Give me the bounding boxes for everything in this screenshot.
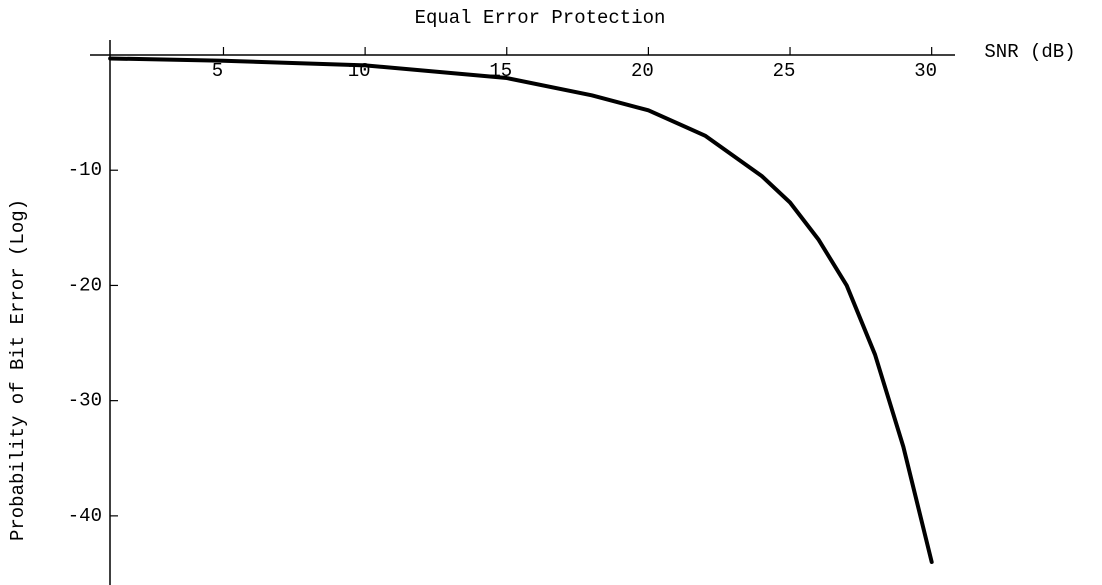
y-axis-label: Probability of Bit Error (Log) [7,199,29,541]
y-tick-label: -10 [68,159,102,181]
x-tick-label: 25 [773,60,796,82]
chart-title: Equal Error Protection [415,7,666,29]
y-tick-label: -30 [68,390,102,412]
x-tick-label: 20 [631,60,654,82]
x-axis-label: SNR (dB) [984,41,1075,63]
y-tick-label: -40 [68,505,102,527]
x-tick-label: 5 [212,60,223,82]
y-tick-label: -20 [68,274,102,296]
line-series [108,56,934,564]
x-tick-label: 30 [914,60,937,82]
